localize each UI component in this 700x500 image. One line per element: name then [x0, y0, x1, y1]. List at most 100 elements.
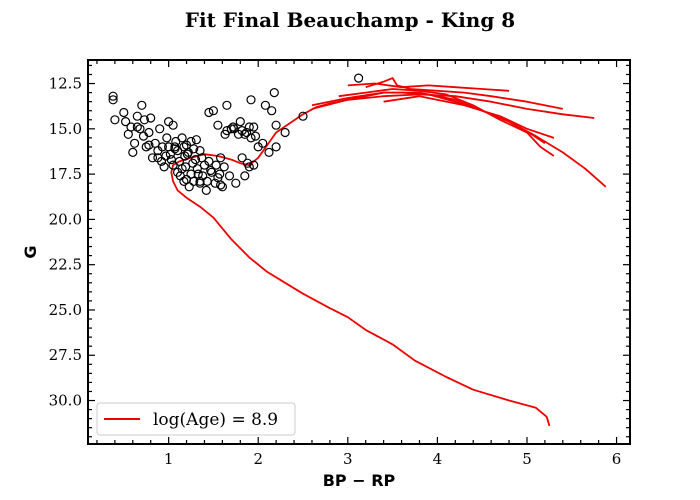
star-point [144, 140, 154, 150]
star-point [224, 171, 235, 181]
star-point [192, 164, 202, 174]
star-point [108, 95, 118, 105]
star-point [211, 160, 221, 170]
star-point [216, 153, 226, 163]
y-tick-label: 30.0 [49, 392, 82, 410]
star-point [141, 142, 151, 152]
star-point [132, 122, 142, 132]
star-point [197, 153, 207, 163]
star-point [168, 120, 178, 130]
star-point [135, 124, 145, 134]
star-point [170, 144, 180, 154]
y-tick-label: 27.5 [49, 346, 82, 364]
plot-area [108, 73, 607, 427]
star-point [240, 171, 250, 181]
star-point [157, 142, 167, 152]
star-point [231, 178, 241, 188]
star-point [137, 100, 147, 110]
legend: log(Age) = 8.9 [96, 402, 296, 436]
plot-frame [87, 59, 631, 445]
star-point [219, 162, 229, 172]
star-point [108, 91, 118, 101]
star-point [208, 106, 218, 116]
star-point [179, 176, 189, 186]
star-point [271, 142, 281, 152]
star-point [215, 169, 225, 179]
star-point [204, 107, 214, 118]
star-point [267, 106, 277, 116]
star-point [144, 127, 154, 138]
x-axis-label: BP − RP [323, 471, 396, 490]
x-tick-label: 6 [612, 450, 622, 468]
legend-box [96, 402, 296, 436]
star-point [237, 153, 247, 163]
star-point [119, 107, 129, 118]
star-point [271, 120, 281, 130]
star-point [264, 147, 274, 157]
chart-title: Fit Final Beauchamp - King 8 [185, 8, 515, 32]
star-point [162, 133, 172, 143]
star-point [189, 176, 199, 186]
star-point [242, 127, 252, 138]
star-point [166, 155, 176, 165]
star-point [249, 160, 259, 170]
star-point [217, 182, 227, 192]
star-point [249, 122, 259, 132]
star-point [244, 162, 254, 172]
isochrone-branch [365, 77, 563, 110]
star-point [229, 124, 239, 134]
x-tick-label: 3 [343, 450, 353, 468]
star-point [146, 113, 156, 123]
star-point [235, 116, 245, 127]
x-tick-label: 5 [522, 450, 532, 468]
isochrone-branch [383, 95, 555, 139]
star-point [198, 171, 208, 181]
star-point [159, 162, 169, 172]
star-point [139, 115, 149, 125]
star-point [165, 149, 175, 159]
isochrone-branch [338, 88, 555, 157]
y-tick-label: 17.5 [49, 165, 82, 183]
star-point [177, 133, 187, 143]
star-point [246, 133, 256, 143]
x-tick-label: 2 [253, 450, 263, 468]
star-point [201, 185, 211, 195]
y-tick-label: 25.0 [49, 301, 82, 319]
star-point [220, 129, 230, 139]
isochrone-line [170, 91, 607, 427]
x-axis: 1 2 3 4 5 6 [96, 60, 622, 468]
star-point [182, 149, 192, 159]
star-point [244, 122, 254, 132]
star-point [354, 73, 364, 83]
star-point [132, 111, 142, 121]
x-tick-label: 1 [164, 450, 174, 468]
star-point [280, 127, 290, 138]
y-tick-label: 12.5 [49, 75, 82, 93]
star-point [195, 176, 205, 186]
y-axis: 12.5 15.0 17.5 20.0 22.5 25.0 27.5 30.0 [49, 64, 630, 438]
star-point [179, 142, 189, 152]
star-point [188, 158, 198, 168]
legend-label-isochrone: log(Age) = 8.9 [153, 410, 278, 430]
isochrone-branch [311, 91, 546, 145]
star-point [184, 182, 194, 192]
isochrone-branch [311, 93, 595, 119]
y-axis-label: G [21, 245, 40, 258]
star-point [126, 122, 136, 132]
y-tick-label: 15.0 [49, 120, 82, 138]
star-point [189, 144, 199, 154]
star-point [204, 156, 214, 166]
star-point [269, 87, 279, 98]
star-point [147, 153, 158, 163]
star-point [260, 100, 270, 110]
star-point [250, 131, 261, 141]
star-point [216, 180, 226, 190]
star-point [110, 115, 120, 125]
y-tick-label: 22.5 [49, 256, 82, 274]
star-point [206, 165, 216, 176]
star-point [202, 176, 212, 186]
star-point [130, 138, 140, 148]
star-point [213, 120, 223, 130]
star-point [226, 124, 236, 134]
star-point [155, 124, 165, 134]
